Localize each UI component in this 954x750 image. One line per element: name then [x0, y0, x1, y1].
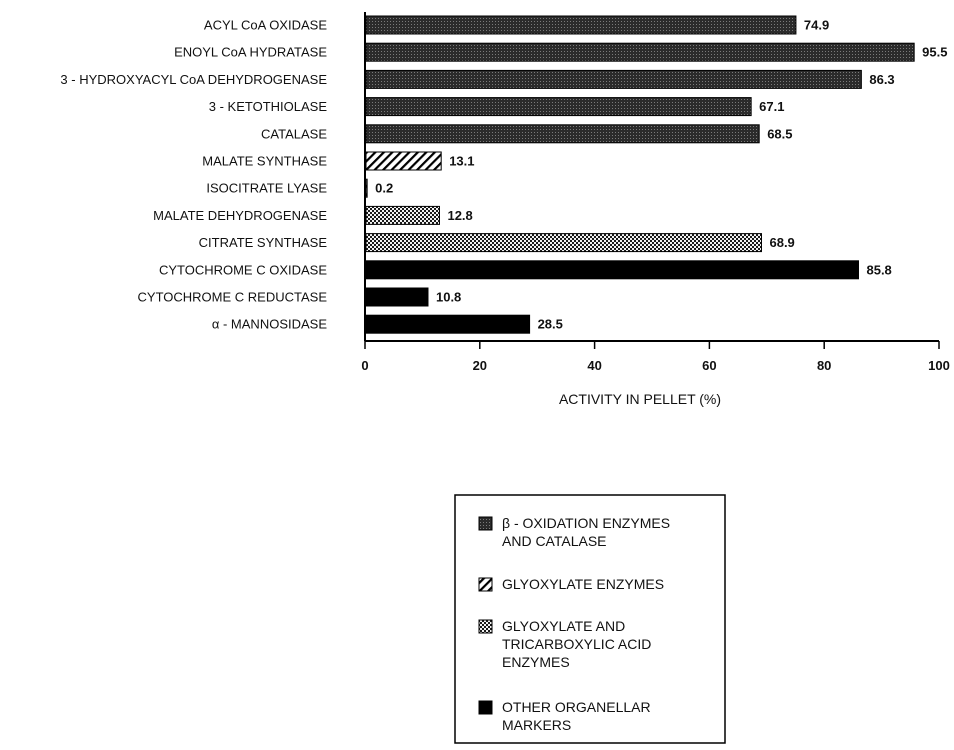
bar	[365, 69, 862, 89]
value-label: 74.9	[804, 18, 829, 33]
bar	[365, 233, 762, 253]
value-label: 68.9	[769, 235, 794, 250]
legend-swatch	[478, 516, 493, 531]
category-label: MALATE DEHYDROGENASE	[153, 208, 327, 223]
value-label: 13.1	[449, 154, 474, 169]
bar	[365, 124, 760, 144]
category-label: ISOCITRATE LYASE	[206, 181, 327, 196]
value-labels: 74.9 95.5 86.3 67.1 68.5 13.1 0.2 12.8 68.9 85.8 1…	[375, 18, 947, 332]
category-label: CATALASE	[261, 126, 327, 141]
x-tick-label: 100	[928, 358, 950, 373]
category-label: CYTOCHROME C OXIDASE	[159, 262, 327, 277]
x-tick-label: 60	[702, 358, 716, 373]
category-label: ACYL CoA OXIDASE	[204, 18, 327, 33]
bar	[365, 42, 915, 62]
bar	[365, 151, 442, 171]
bar	[365, 287, 429, 307]
bar	[365, 15, 797, 35]
category-label: 3 - HYDROXYACYL CoA DEHYDROGENASE	[60, 72, 327, 87]
bar	[365, 97, 752, 117]
x-tick-label: 0	[361, 358, 368, 373]
x-axis-title: ACTIVITY IN PELLET (%)	[559, 391, 721, 407]
bar	[365, 178, 368, 198]
legend-label: AND CATALASE	[502, 533, 607, 549]
legend-label: ENZYMES	[502, 654, 570, 670]
value-label: 86.3	[869, 72, 894, 87]
x-ticks: 0 20 40 60 80 100	[361, 341, 950, 373]
value-label: 0.2	[375, 181, 393, 196]
x-tick-label: 40	[587, 358, 601, 373]
category-labels: ACYL CoA OXIDASE ENOYL CoA HYDRATASE 3 - H…	[60, 18, 327, 332]
category-label: ENOYL CoA HYDRATASE	[174, 45, 327, 60]
category-label: CYTOCHROME C REDUCTASE	[138, 290, 328, 305]
category-label: MALATE SYNTHASE	[202, 154, 327, 169]
legend-box	[454, 494, 726, 744]
legend: β - OXIDATION ENZYMES AND CATALASE GLYOXYL…	[454, 494, 726, 744]
legend-label: β - OXIDATION ENZYMES	[502, 515, 670, 531]
x-tick-label: 20	[473, 358, 487, 373]
x-tick-label: 80	[817, 358, 831, 373]
legend-label: OTHER ORGANELLAR	[502, 699, 651, 715]
value-label: 85.8	[866, 262, 891, 277]
legend-swatch	[478, 619, 493, 634]
legend-label: GLYOXYLATE AND	[502, 618, 625, 634]
category-label: 3 - KETOTHIOLASE	[209, 99, 328, 114]
bars	[365, 15, 915, 334]
bar	[365, 314, 531, 334]
bar	[365, 205, 440, 225]
legend-label: GLYOXYLATE ENZYMES	[502, 576, 664, 592]
category-label: α - MANNOSIDASE	[212, 317, 327, 332]
value-label: 95.5	[922, 45, 947, 60]
legend-swatch	[478, 577, 493, 592]
value-label: 12.8	[447, 208, 472, 223]
legend-swatch	[478, 700, 493, 715]
value-label: 28.5	[538, 317, 563, 332]
value-label: 68.5	[767, 126, 792, 141]
bar	[365, 260, 859, 280]
legend-label: MARKERS	[502, 717, 571, 733]
category-label: CITRATE SYNTHASE	[199, 235, 328, 250]
value-label: 67.1	[759, 99, 784, 114]
legend-label: TRICARBOXYLIC ACID	[502, 636, 651, 652]
value-label: 10.8	[436, 290, 461, 305]
